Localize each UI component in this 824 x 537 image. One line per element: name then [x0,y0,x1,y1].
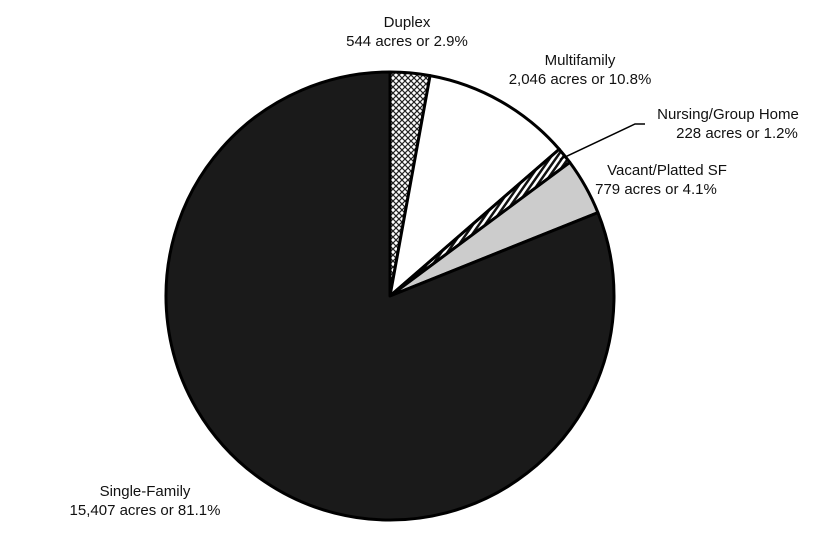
slice-single-family [164,70,616,522]
label-duplex-name: Duplex [384,14,431,31]
label-vacant-name: Vacant/Platted SF [607,162,727,179]
leader-lines [559,123,645,161]
label-single-family-name: Single-Family [100,483,191,500]
pie-slices [164,70,616,522]
slice-multifamily [388,74,561,298]
label-multifamily-value: 2,046 acres or 10.8% [509,71,652,88]
label-duplex-value: 544 acres or 2.9% [346,33,468,50]
label-nursing-value: 228 acres or 1.2% [676,125,798,142]
label-vacant-value: 779 acres or 4.1% [595,181,717,198]
leader-line-nursing [559,123,645,161]
label-nursing-name: Nursing/Group Home [657,106,799,123]
label-multifamily-name: Multifamily [545,52,616,69]
label-single-family-value: 15,407 acres or 81.1% [70,502,221,519]
